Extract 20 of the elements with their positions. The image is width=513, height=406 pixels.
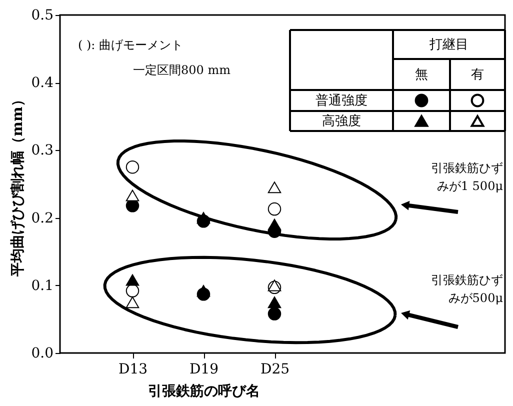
y-tick-label: 0.0	[31, 346, 54, 362]
y-tick-label: 0.3	[31, 142, 54, 159]
text: 高強度	[322, 113, 361, 129]
text: 無	[415, 68, 428, 82]
x-tick-label: D13	[118, 362, 148, 378]
annotation: 一定区間800 mm	[133, 63, 232, 77]
x-tick-label: D25	[260, 362, 290, 378]
annotation: ( ): 曲げモーメント	[78, 38, 184, 52]
y-tick-label: 0.1	[31, 278, 54, 294]
text: 引張鉄筋ひずみが500μ	[431, 273, 504, 305]
y-tick-label: 0.2	[31, 210, 54, 226]
text: 打継目	[428, 38, 468, 52]
y-tick-label: 0.5	[31, 8, 54, 24]
text: 引張鉄筋ひずみが1 500μ	[431, 161, 504, 193]
x-tick-label: D19	[189, 362, 219, 378]
text: 有	[471, 68, 484, 82]
y-tick-label: 0.4	[31, 75, 54, 92]
y-axis-title: 平均曲げひび割れ幅（mm）	[9, 92, 26, 278]
text: 普通強度	[316, 92, 368, 108]
x-axis-title: 引張鉄筋の呼び名	[148, 382, 260, 400]
